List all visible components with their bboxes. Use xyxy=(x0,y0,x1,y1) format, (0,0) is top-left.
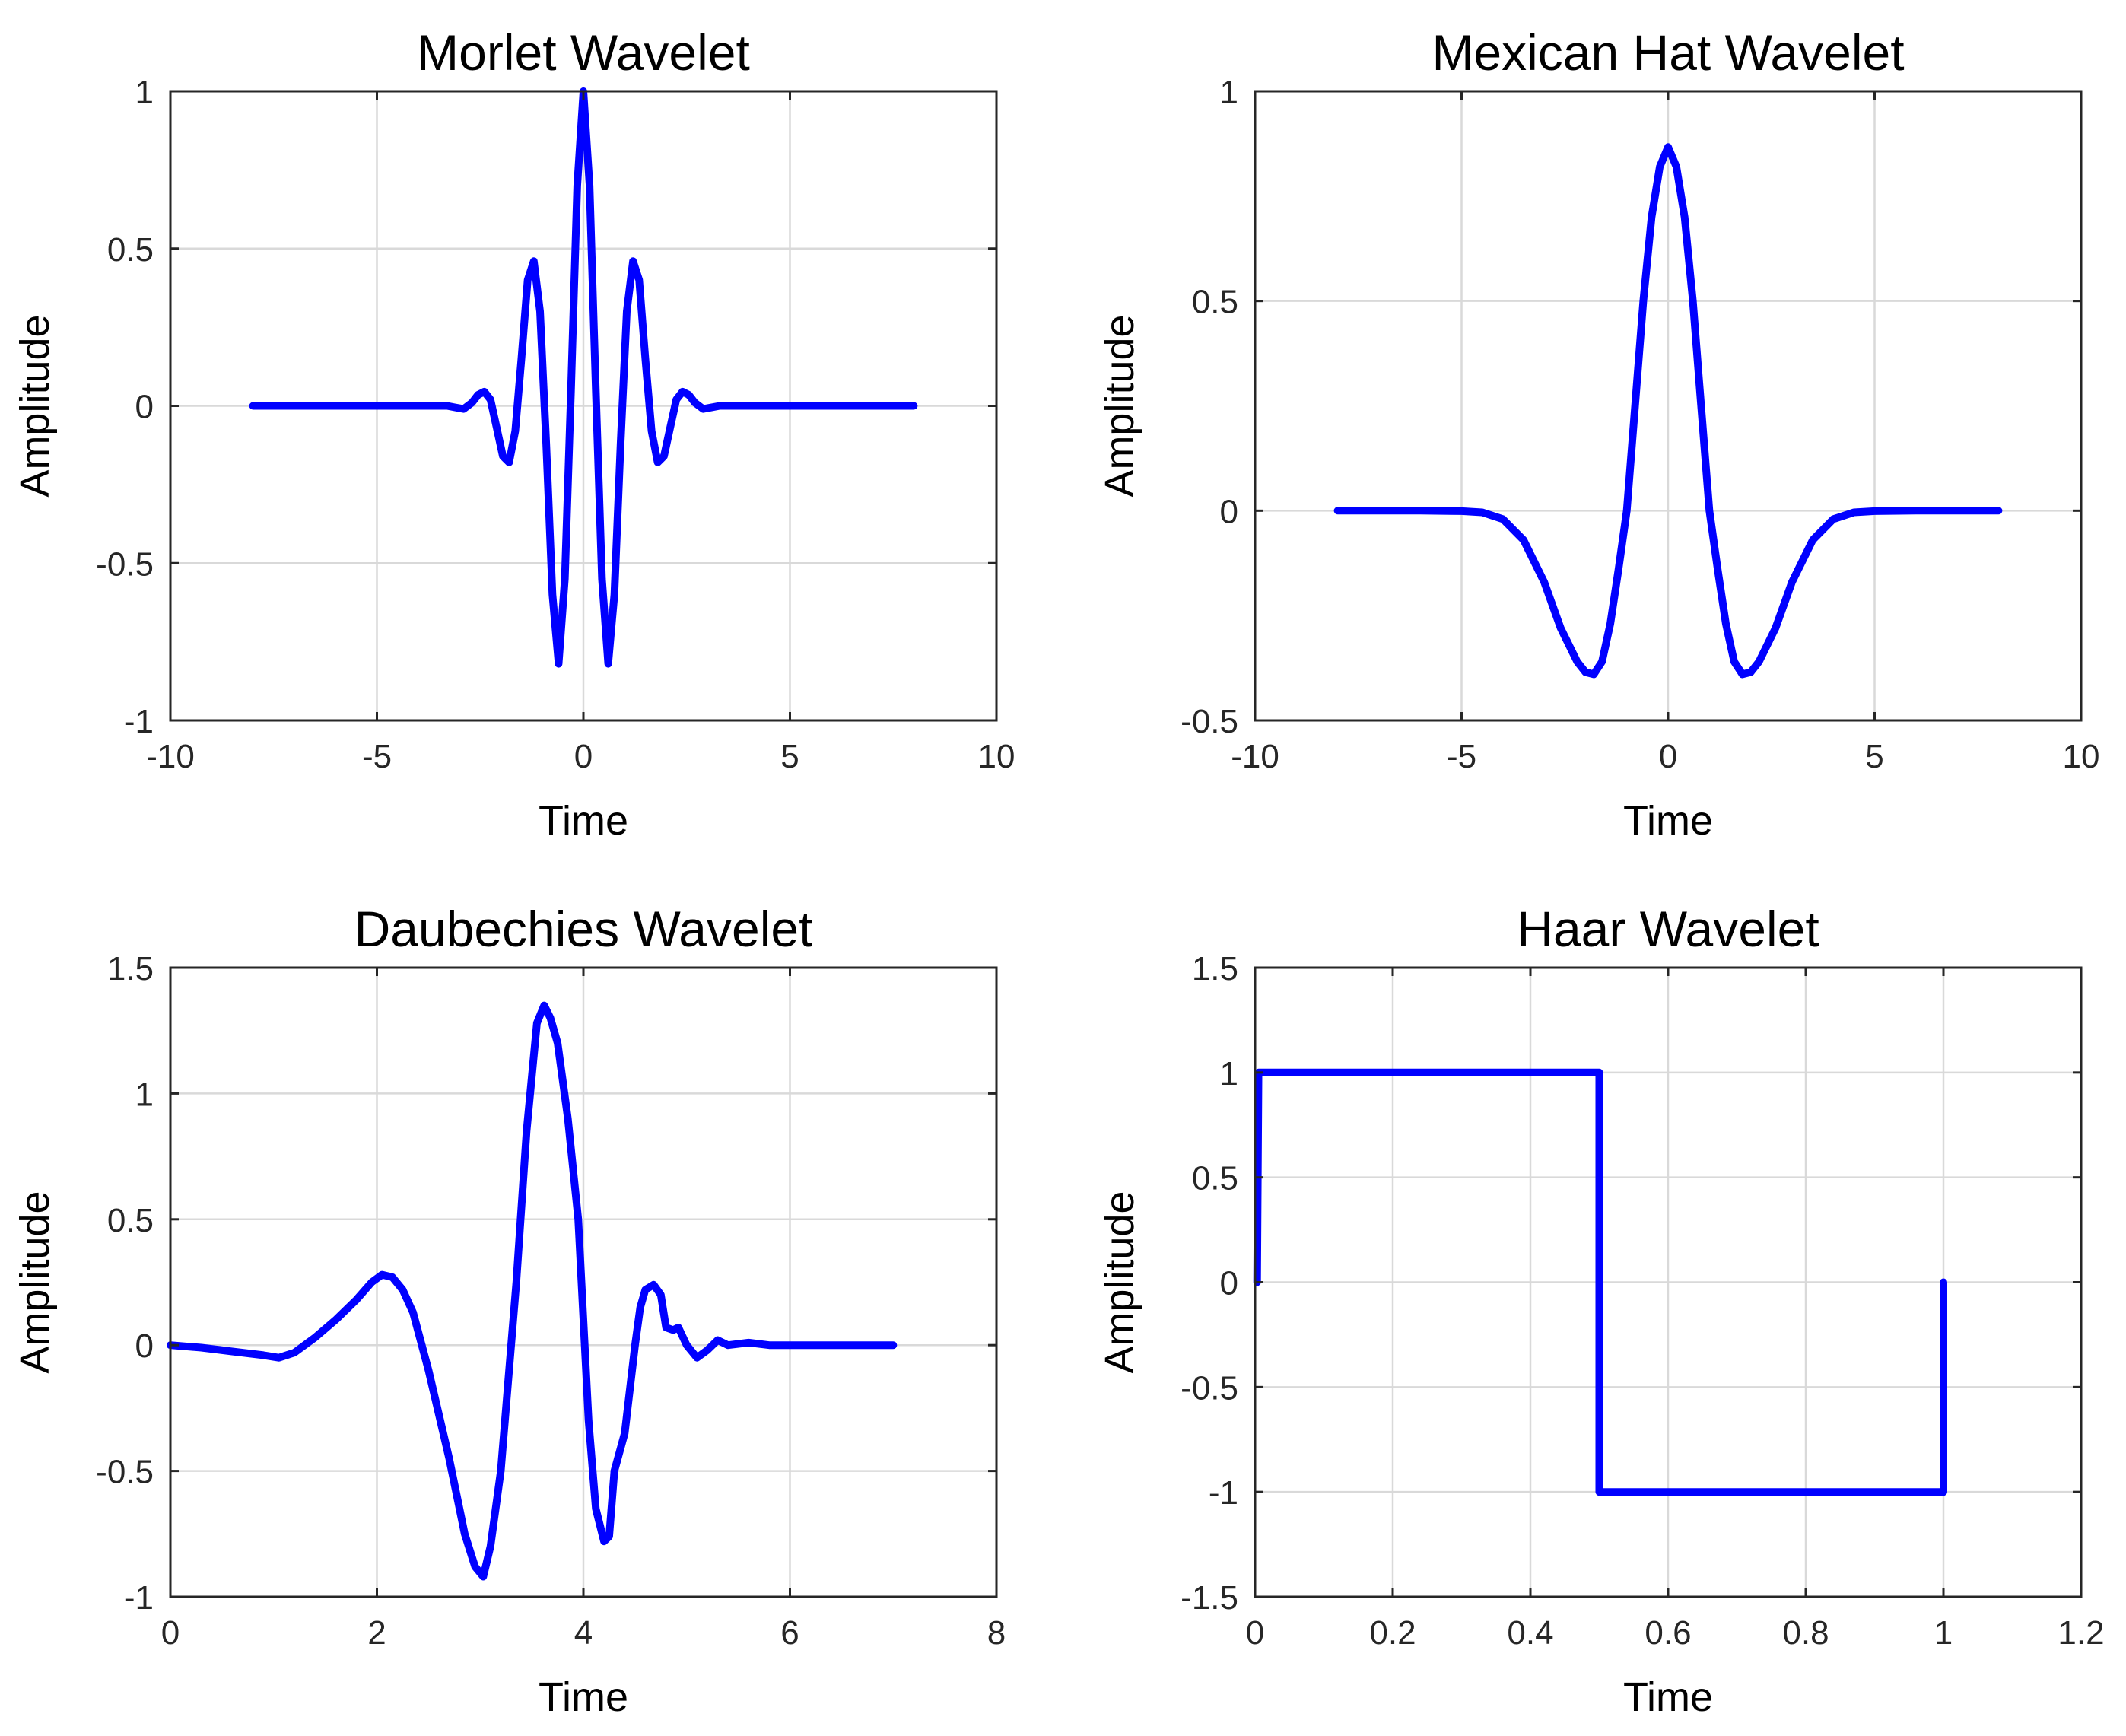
x-tick-label: 1 xyxy=(1934,1614,1953,1652)
subplot-3: 0 2 4 6 8 -1 -0.5 0 0.5 1 1.5 Daubechies Wavelet Tim… xyxy=(12,901,1006,1720)
x-tick-label: 10 xyxy=(2063,738,2100,775)
chart-title: Haar Wavelet xyxy=(1517,901,1819,957)
x-tick-label: -10 xyxy=(146,738,195,775)
y-tick-label: -0.5 xyxy=(1181,703,1238,740)
x-tick-label: 4 xyxy=(574,1614,593,1652)
x-tick-label: 0.8 xyxy=(1782,1614,1829,1652)
y-tick-label: 0.5 xyxy=(1192,284,1238,321)
y-tick-label: 0 xyxy=(1220,1265,1238,1302)
x-tick-label: 2 xyxy=(367,1614,386,1652)
x-tick-label: 0.2 xyxy=(1369,1614,1416,1652)
y-tick-label: -1 xyxy=(124,703,154,740)
subplot-4: 0 0.2 0.4 0.6 0.8 1 1.2 -1.5 -1 -0.5 0 0.5 1 1.5 Haar … xyxy=(1097,901,2105,1720)
y-tick-label: -1 xyxy=(124,1579,154,1617)
y-tick-label: 1.5 xyxy=(107,950,154,987)
y-tick-label: 0 xyxy=(1220,493,1238,530)
x-axis-label: Time xyxy=(539,1674,628,1720)
y-tick-label: 1 xyxy=(135,74,154,111)
subplot-1: -10 -5 0 5 10 -1 -0.5 0 0.5 1 Morlet Wavelet Time Am… xyxy=(12,24,1015,844)
x-tick-label: 6 xyxy=(780,1614,799,1652)
y-tick-label: 1 xyxy=(135,1076,154,1113)
x-tick-label: 0 xyxy=(574,738,593,775)
x-tick-label: 5 xyxy=(780,738,799,775)
y-tick-label: 0.5 xyxy=(107,231,154,269)
x-tick-label: 0.4 xyxy=(1507,1614,1553,1652)
y-tick-label: 0 xyxy=(135,389,154,426)
x-tick-label: 0.6 xyxy=(1645,1614,1691,1652)
x-tick-label: 0 xyxy=(1246,1614,1264,1652)
x-tick-label: 0 xyxy=(1659,738,1677,775)
x-tick-label: 1.2 xyxy=(2058,1614,2104,1652)
chart-title: Daubechies Wavelet xyxy=(354,901,813,957)
series-line-haar xyxy=(1253,1068,1947,1496)
subplot-2: -10 -5 0 5 10 -0.5 0 0.5 1 Mexican Hat Wavelet Tim… xyxy=(1097,24,2099,844)
y-tick-label: 1.5 xyxy=(1192,950,1238,987)
x-tick-label: -5 xyxy=(362,738,392,775)
chart-title: Mexican Hat Wavelet xyxy=(1432,24,1904,81)
y-tick-label: -0.5 xyxy=(1181,1369,1238,1407)
x-tick-label: 5 xyxy=(1865,738,1883,775)
x-axis-label: Time xyxy=(539,798,628,844)
y-tick-label: 0.5 xyxy=(1192,1160,1238,1197)
y-tick-label: -0.5 xyxy=(96,1454,154,1491)
y-axis-label: Amplitude xyxy=(12,1191,58,1373)
y-tick-label: -1.5 xyxy=(1181,1579,1238,1617)
x-axis-label: Time xyxy=(1623,798,1713,844)
series-line-mexican-hat xyxy=(1333,143,2003,679)
y-axis-label: Amplitude xyxy=(12,314,58,497)
x-tick-label: -5 xyxy=(1447,738,1476,775)
chart-title: Morlet Wavelet xyxy=(417,24,750,81)
y-tick-label: -1 xyxy=(1209,1474,1238,1512)
y-tick-label: 0.5 xyxy=(107,1202,154,1239)
x-tick-label: 0 xyxy=(161,1614,180,1652)
x-tick-label: -10 xyxy=(1231,738,1279,775)
y-tick-label: -0.5 xyxy=(96,545,154,583)
y-tick-label: 1 xyxy=(1220,74,1238,111)
y-tick-label: 1 xyxy=(1220,1055,1238,1092)
y-tick-label: 0 xyxy=(135,1327,154,1365)
y-axis-label: Amplitude xyxy=(1097,1191,1142,1373)
series-line-daubechies xyxy=(167,1001,898,1581)
x-axis-label: Time xyxy=(1623,1674,1713,1720)
y-axis-label: Amplitude xyxy=(1097,314,1142,497)
x-tick-label: 10 xyxy=(978,738,1015,775)
x-tick-label: 8 xyxy=(987,1614,1006,1652)
